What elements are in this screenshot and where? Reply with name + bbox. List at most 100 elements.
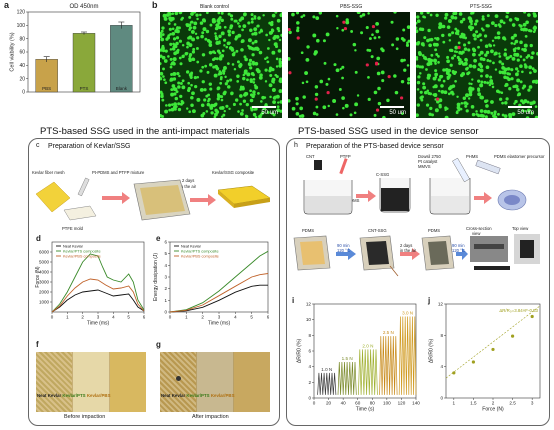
green-cell (165, 13, 170, 17)
green-cell (496, 35, 501, 40)
green-cell (296, 21, 300, 25)
green-cell (360, 31, 364, 35)
green-cell (423, 90, 428, 95)
green-cell (503, 75, 507, 80)
green-cell (296, 12, 300, 15)
right-section-box (286, 138, 550, 426)
y-tick-label: 1000 (39, 300, 50, 305)
green-cell (295, 102, 299, 106)
green-cell (503, 37, 507, 41)
green-cell (435, 53, 439, 56)
y-tick-label: 4 (308, 364, 311, 369)
panel-f-letter: f (36, 340, 39, 349)
green-cell (353, 111, 357, 115)
green-cell (453, 54, 457, 58)
green-cell (190, 29, 195, 34)
force-label: 1.5 N (342, 356, 353, 361)
green-cell (216, 97, 220, 101)
panel-d-letter: d (36, 234, 41, 243)
green-cell (242, 73, 246, 77)
y-tick-label: 20 (19, 76, 25, 82)
green-cell (481, 17, 485, 21)
green-cell (233, 19, 237, 23)
green-cell (479, 50, 484, 55)
green-cell (247, 44, 250, 48)
series-line (51, 289, 145, 313)
green-cell (179, 62, 183, 66)
label-kevlar-pts: Kevlar/PTS (62, 393, 86, 398)
green-cell (199, 13, 202, 17)
green-cell (520, 99, 524, 103)
after-impaction-caption: After impaction (192, 414, 229, 420)
green-cell (400, 58, 404, 63)
green-cell (498, 70, 502, 73)
green-cell (222, 91, 227, 96)
green-cell (536, 51, 538, 56)
green-cell (501, 101, 504, 105)
cnt-label: CNT (306, 154, 315, 159)
green-cell (468, 64, 473, 68)
green-cell (521, 48, 524, 51)
left-section-box (28, 138, 280, 426)
cssg-label: C-SSG (376, 172, 390, 177)
green-cell (243, 13, 247, 17)
green-cell (222, 38, 227, 42)
green-cell (252, 77, 256, 81)
green-cell (440, 84, 444, 88)
green-cell (231, 63, 235, 66)
green-cell (279, 13, 282, 18)
green-cell (432, 42, 437, 47)
green-cell (214, 34, 218, 38)
green-cell (278, 38, 282, 42)
green-cell (196, 17, 199, 21)
green-cell (529, 43, 533, 48)
green-cell (160, 62, 162, 66)
green-cell (447, 19, 452, 24)
green-cell (258, 75, 263, 80)
x-tick-label: 2 (201, 315, 204, 320)
green-cell (168, 27, 172, 31)
green-cell (466, 66, 469, 70)
series-line (51, 278, 145, 313)
top-view-label: Top view (512, 226, 529, 231)
green-cell (228, 107, 231, 111)
green-cell (479, 68, 484, 73)
pts-sample (197, 352, 233, 412)
green-cell (242, 76, 246, 81)
green-cell (454, 79, 457, 83)
green-cell (443, 90, 448, 95)
green-cell (491, 39, 495, 42)
x-tick-label: 3 (531, 401, 534, 406)
green-cell (315, 113, 319, 116)
green-cell (288, 99, 291, 103)
green-cell (175, 41, 179, 46)
green-cell (467, 97, 471, 100)
green-cell (457, 41, 461, 45)
green-cell (393, 74, 397, 78)
green-cell (178, 56, 182, 60)
green-cell (376, 71, 381, 76)
green-cell (496, 31, 501, 35)
green-cell (511, 56, 516, 61)
green-cell (429, 106, 433, 111)
green-cell (258, 50, 263, 55)
green-cell (420, 65, 424, 69)
green-cell (240, 16, 245, 21)
green-cell (306, 45, 310, 49)
green-cell (527, 54, 531, 58)
green-cell (444, 12, 449, 17)
green-cell (325, 82, 329, 86)
data-point (452, 371, 456, 375)
green-cell (498, 24, 502, 28)
green-cell (501, 62, 505, 66)
green-cell (244, 57, 248, 62)
green-cell (332, 98, 337, 103)
green-cell (439, 74, 443, 79)
green-cell (224, 82, 228, 86)
green-cell (210, 111, 214, 115)
y-tick-label: 4 (164, 263, 167, 268)
panel-g-letter: g (156, 340, 161, 349)
green-cell (486, 58, 490, 62)
green-cell (419, 72, 422, 75)
green-cell (434, 108, 439, 113)
